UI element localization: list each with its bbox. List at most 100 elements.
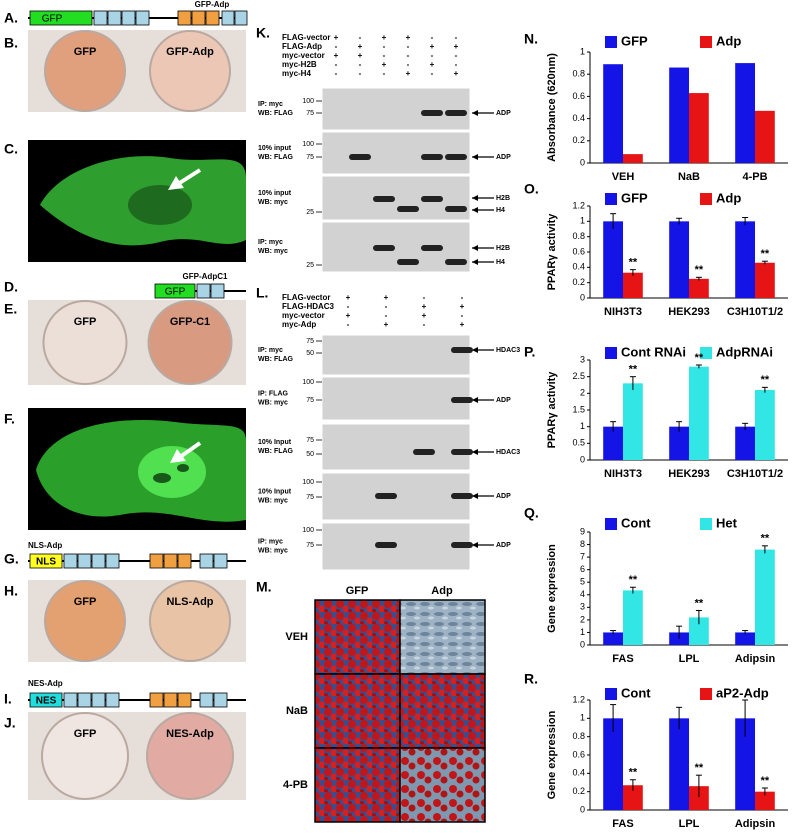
condition-sign: +	[334, 51, 339, 60]
arrow-head	[472, 110, 478, 116]
bar	[735, 632, 755, 645]
y-tick-label: 2.5	[572, 371, 585, 381]
blot	[321, 423, 471, 471]
band	[451, 542, 473, 548]
size-marker: 75	[306, 494, 314, 501]
significance: **	[761, 775, 770, 787]
bar	[623, 272, 643, 298]
chart-title: Q.	[524, 505, 539, 521]
y-tick-label: 0.4	[572, 768, 585, 778]
band	[373, 196, 395, 202]
target-label: H4	[496, 259, 505, 266]
y-tick-label: 1.5	[572, 404, 585, 414]
y-tick-label: 1	[580, 46, 585, 56]
blot	[321, 221, 471, 273]
panel-letter: E.	[4, 301, 17, 317]
condition-sign: -	[383, 51, 386, 60]
dish-label: GFP	[74, 46, 97, 58]
tag-box	[29, 692, 63, 708]
target-label: ADP	[496, 542, 511, 549]
condition-sign: -	[359, 33, 362, 42]
legend-swatch	[605, 193, 617, 205]
blot	[321, 87, 471, 131]
size-marker: 100	[302, 98, 314, 105]
condition-sign: -	[383, 69, 386, 78]
dish-label: GFP-Adp	[166, 46, 214, 58]
domain-box	[213, 553, 228, 569]
size-marker: 100	[302, 379, 314, 386]
domain-box	[196, 283, 211, 299]
bar	[689, 366, 709, 460]
band	[375, 493, 397, 499]
blot-label: WB: myc	[258, 199, 288, 206]
legend-label: Adp	[716, 33, 741, 48]
condition-sign: -	[385, 311, 388, 320]
y-tick-label: 0	[580, 454, 585, 464]
x-tick-label: Adipsin	[735, 818, 776, 830]
band	[451, 449, 473, 455]
blot-label: IP: myc	[258, 239, 283, 246]
domain-box	[63, 692, 78, 708]
size-marker: 75	[306, 542, 314, 549]
size-marker: 50	[306, 350, 314, 357]
domain-box	[77, 692, 92, 708]
target-label: H4	[496, 207, 505, 214]
domain-box	[107, 10, 122, 26]
arrow-head	[472, 449, 478, 455]
panel-letter: D.	[4, 279, 18, 295]
size-marker: 100	[302, 141, 314, 148]
condition-sign: -	[461, 311, 464, 320]
band	[445, 259, 467, 265]
micrograph	[399, 599, 486, 675]
nucleolus	[177, 464, 189, 472]
condition-sign: -	[335, 69, 338, 78]
dish-label: NLS-Adp	[166, 596, 213, 608]
band	[451, 493, 473, 499]
significance: **	[629, 257, 638, 269]
nucleus	[138, 446, 206, 498]
size-marker: 25	[306, 209, 314, 216]
micrograph	[314, 747, 401, 823]
domain-box	[210, 283, 225, 299]
panel-letter: B.	[4, 35, 18, 51]
blot-label: WB: FLAG	[258, 154, 294, 161]
legend-label: Cont	[621, 515, 651, 530]
target-label: ADP	[496, 397, 511, 404]
legend-swatch	[700, 518, 712, 530]
bar	[735, 718, 755, 810]
size-marker: 75	[306, 437, 314, 444]
condition-sign: -	[359, 60, 362, 69]
band	[421, 110, 443, 116]
dish-label: NES-Adp	[166, 728, 214, 740]
bar	[755, 110, 775, 163]
domain-box	[91, 553, 106, 569]
construct-label: GFP-AdpC1	[183, 272, 228, 281]
target-label: H2B	[496, 245, 510, 252]
x-tick-label: NaB	[678, 171, 700, 183]
y-tick-label: 2	[580, 614, 585, 624]
legend-swatch	[700, 347, 712, 359]
condition-name: myc-vector	[282, 311, 325, 320]
condition-sign: -	[455, 33, 458, 42]
micrograph	[399, 673, 486, 749]
domain-box	[149, 692, 164, 708]
legend-swatch	[700, 36, 712, 48]
condition-sign: +	[406, 33, 411, 42]
x-tick-label: 4-PB	[742, 171, 767, 183]
bar	[755, 549, 775, 645]
legend-label: Het	[716, 515, 738, 530]
band	[445, 154, 467, 160]
condition-sign: +	[384, 320, 389, 329]
condition-name: myc-vector	[282, 51, 325, 60]
blot	[321, 175, 471, 221]
arrow-head	[472, 195, 478, 201]
chart-title: N.	[524, 31, 538, 47]
bar	[735, 63, 755, 163]
condition-sign: +	[346, 311, 351, 320]
panel-letter: F.	[4, 411, 15, 427]
y-tick-label: 1.2	[572, 200, 585, 210]
condition-sign: -	[455, 51, 458, 60]
blot-label: WB: FLAG	[258, 448, 294, 455]
significance: **	[629, 364, 638, 376]
y-tick-label: 3	[580, 602, 585, 612]
